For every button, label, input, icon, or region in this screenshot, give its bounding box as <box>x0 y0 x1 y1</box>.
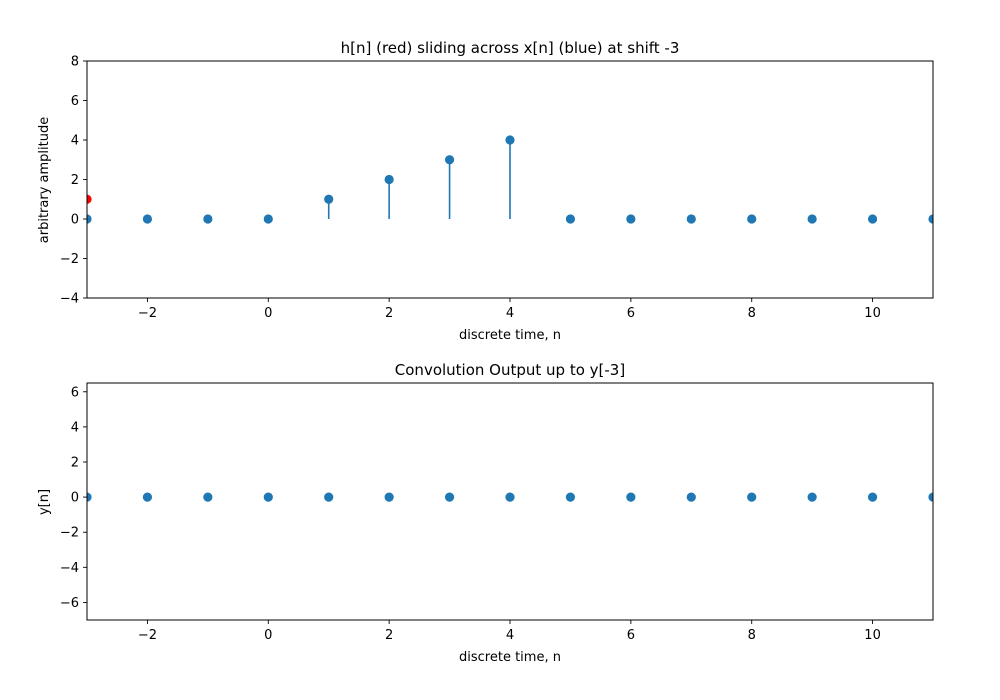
top-plot-y-tick-label: −2 <box>60 252 79 267</box>
top-plot-stem-marker <box>565 214 576 224</box>
bottom-plot-x-tick-label: −2 <box>138 628 157 643</box>
bottom-plot-x-tick-label: 10 <box>864 628 881 643</box>
top-plot-stem-marker <box>142 214 153 224</box>
top-plot-y-tick-label: 2 <box>71 173 79 188</box>
top-plot-stem-marker <box>444 155 455 165</box>
bottom-plot-stem-marker <box>324 492 334 502</box>
bottom-plot-ylabel: y[n] <box>37 489 52 515</box>
top-plot-x-tick-label: 2 <box>385 306 393 321</box>
bottom-plot-stem-marker <box>686 492 696 502</box>
bottom-plot-stem-marker <box>384 492 394 502</box>
top-plot-x-tick-label: 4 <box>506 306 514 321</box>
bottom-plot-stem-marker <box>565 492 576 502</box>
bottom-plot-stem-marker <box>142 492 153 502</box>
top-plot-data <box>87 135 933 224</box>
top-plot-xlabel: discrete time, n <box>459 328 561 343</box>
top-plot-stem-marker <box>384 174 394 185</box>
bottom-plot-x-tick-label: 0 <box>264 628 272 643</box>
top-plot-x-tick-label: −2 <box>138 306 157 321</box>
top-plot-y-tick-label: 0 <box>71 213 79 228</box>
top-plot-y-tick-label: −4 <box>60 292 79 307</box>
bottom-plot-stem-marker <box>867 492 878 502</box>
bottom-plot-stem-marker <box>807 492 817 502</box>
top-plot-stem-marker <box>686 214 696 224</box>
top-plot-stem-marker <box>807 214 817 224</box>
top-plot-x-tick-label: 8 <box>748 306 756 321</box>
bottom-plot-stem-marker <box>87 492 92 502</box>
top-plot: h[n] (red) sliding across x[n] (blue) at… <box>37 39 934 343</box>
top-plot-stem-marker <box>263 214 273 224</box>
top-plot-stem-marker <box>867 214 878 224</box>
bottom-plot-y-tick-label: 0 <box>71 491 79 506</box>
top-plot-stem-marker <box>324 194 334 204</box>
top-plot-x-tick-label: 0 <box>264 306 272 321</box>
top-plot-y-tick-label: 4 <box>71 134 79 149</box>
bottom-plot-stem-marker <box>203 492 213 502</box>
bottom-plot-stem-marker <box>928 492 933 502</box>
bottom-plot-title: Convolution Output up to y[-3] <box>395 361 625 379</box>
bottom-plot-y-tick-label: 6 <box>71 385 79 400</box>
bottom-plot-stem-marker <box>747 492 757 502</box>
top-plot-stem-marker <box>203 214 213 224</box>
bottom-plot-xlabel: discrete time, n <box>459 650 561 665</box>
bottom-plot-y-tick-label: −4 <box>60 561 79 576</box>
bottom-plot-data <box>87 492 933 502</box>
top-plot-ylabel: arbitrary amplitude <box>37 117 52 243</box>
top-plot-y-tick-label: 6 <box>71 94 79 109</box>
bottom-plot-y-tick-label: −6 <box>60 596 79 611</box>
top-plot-x-tick-label: 6 <box>627 306 635 321</box>
bottom-plot-x-tick-label: 2 <box>385 628 393 643</box>
bottom-plot-frame <box>86 382 934 621</box>
top-plot-stem-marker <box>505 135 515 145</box>
top-plot-x-tick-label: 10 <box>864 306 881 321</box>
top-plot-stem-marker <box>747 214 757 224</box>
bottom-plot-stem-marker <box>263 492 273 502</box>
bottom-plot-x-tick-label: 4 <box>506 628 514 643</box>
top-plot-stem-marker <box>87 214 92 224</box>
bottom-plot-x-tick-label: 6 <box>627 628 635 643</box>
top-plot-frame <box>86 60 934 299</box>
bottom-plot-y-tick-label: 4 <box>71 420 79 435</box>
bottom-plot-stem-marker <box>505 492 515 502</box>
top-plot-title: h[n] (red) sliding across x[n] (blue) at… <box>341 39 680 57</box>
bottom-plot-x-tick-label: 8 <box>748 628 756 643</box>
bottom-plot: Convolution Output up to y[-3] discrete … <box>37 361 934 665</box>
bottom-plot-y-tick-label: 2 <box>71 456 79 471</box>
bottom-plot-stem-marker <box>444 492 455 502</box>
top-plot-stem-marker <box>928 214 933 224</box>
top-plot-y-tick-label: 8 <box>71 55 79 70</box>
bottom-plot-y-tick-label: −2 <box>60 526 79 541</box>
top-plot-kernel-marker <box>87 194 92 204</box>
top-plot-stem-marker <box>626 214 636 224</box>
bottom-plot-stem-marker <box>626 492 636 502</box>
